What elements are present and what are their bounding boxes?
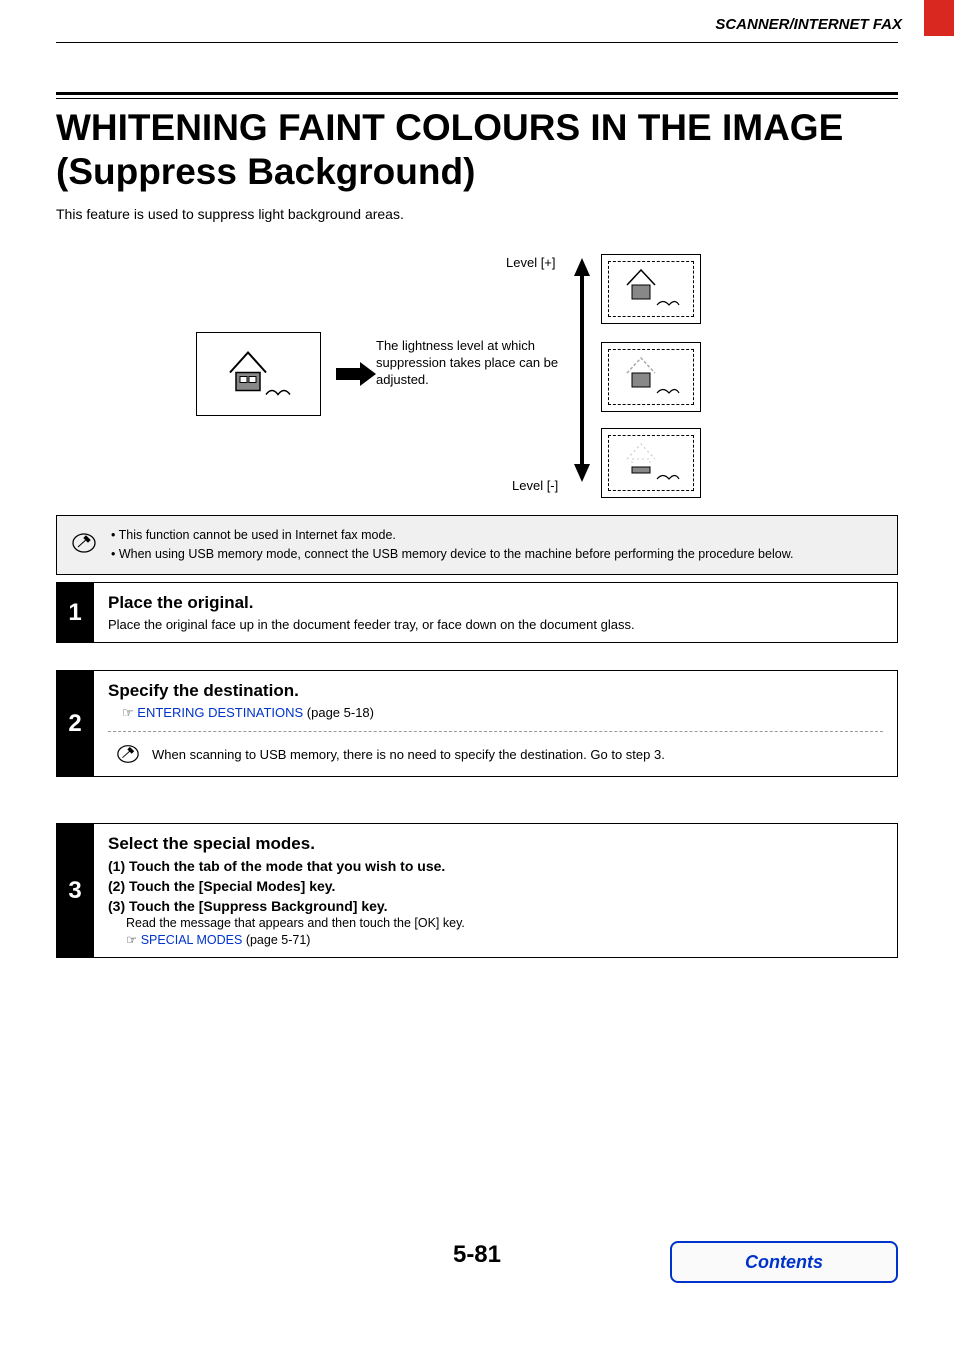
- step-3-number: 3: [56, 824, 94, 957]
- step-2-title: Specify the destination.: [108, 681, 883, 701]
- level-plus-label: Level [+]: [506, 255, 556, 270]
- lightness-description: The lightness level at which suppression…: [376, 338, 566, 389]
- special-modes-link[interactable]: SPECIAL MODES: [141, 933, 243, 947]
- house-high-icon: [621, 265, 681, 313]
- step-3-item-3-sub: Read the message that appears and then t…: [126, 916, 883, 930]
- level-minus-label: Level [-]: [512, 478, 558, 493]
- result-box-low: [601, 428, 701, 498]
- warning-text-1: This function cannot be used in Internet…: [119, 528, 396, 542]
- intro-text: This feature is used to suppress light b…: [56, 206, 404, 222]
- step-3-link-page: (page 5-71): [242, 933, 310, 947]
- house-original-icon: [224, 347, 294, 402]
- warning-bullet-2: • When using USB memory mode, connect th…: [111, 545, 887, 564]
- right-arrow-icon: [336, 360, 376, 388]
- diagram: Level [+] Level [-] The lightness level …: [56, 250, 898, 500]
- step-2-divider: [108, 731, 883, 732]
- header-rule: [56, 42, 898, 43]
- original-image-box: [196, 332, 321, 416]
- title-rule: [56, 92, 898, 95]
- step-2-note-row: When scanning to USB memory, there is no…: [108, 742, 883, 766]
- header-red-bar: [924, 0, 954, 36]
- contents-button[interactable]: Contents: [670, 1241, 898, 1283]
- step-2-note: When scanning to USB memory, there is no…: [152, 747, 665, 762]
- step-1: 1 Place the original. Place the original…: [56, 582, 898, 643]
- vertical-arrow-icon: [572, 258, 592, 482]
- step-2-link-page: (page 5-18): [303, 705, 374, 720]
- step-3-item-2: (2) Touch the [Special Modes] key.: [108, 878, 883, 894]
- step-3-title: Select the special modes.: [108, 834, 883, 854]
- warning-bullet-1: • This function cannot be used in Intern…: [111, 526, 887, 545]
- house-mid-icon: [621, 353, 681, 401]
- house-low-icon: [621, 439, 681, 487]
- step-3: 3 Select the special modes. (1) Touch th…: [56, 823, 898, 958]
- step-1-text: Place the original face up in the docume…: [108, 617, 883, 632]
- result-box-high: [601, 254, 701, 324]
- step-3-item-3: (3) Touch the [Suppress Background] key.: [108, 898, 883, 914]
- note-icon: [116, 742, 140, 766]
- section-header: SCANNER/INTERNET FAX: [715, 16, 902, 33]
- warning-box: • This function cannot be used in Intern…: [56, 515, 898, 575]
- title-rule-thin: [56, 98, 898, 99]
- step-1-title: Place the original.: [108, 593, 883, 613]
- step-2: 2 Specify the destination. ☞ ENTERING DE…: [56, 670, 898, 777]
- step-2-number: 2: [56, 671, 94, 776]
- warning-text-2: When using USB memory mode, connect the …: [119, 547, 794, 561]
- note-icon: [71, 530, 97, 556]
- step-3-item-1: (1) Touch the tab of the mode that you w…: [108, 858, 883, 874]
- step-1-number: 1: [56, 583, 94, 642]
- entering-destinations-link[interactable]: ENTERING DESTINATIONS: [137, 705, 303, 720]
- result-box-mid: [601, 342, 701, 412]
- page-title: WHITENING FAINT COLOURS IN THE IMAGE (Su…: [56, 106, 898, 195]
